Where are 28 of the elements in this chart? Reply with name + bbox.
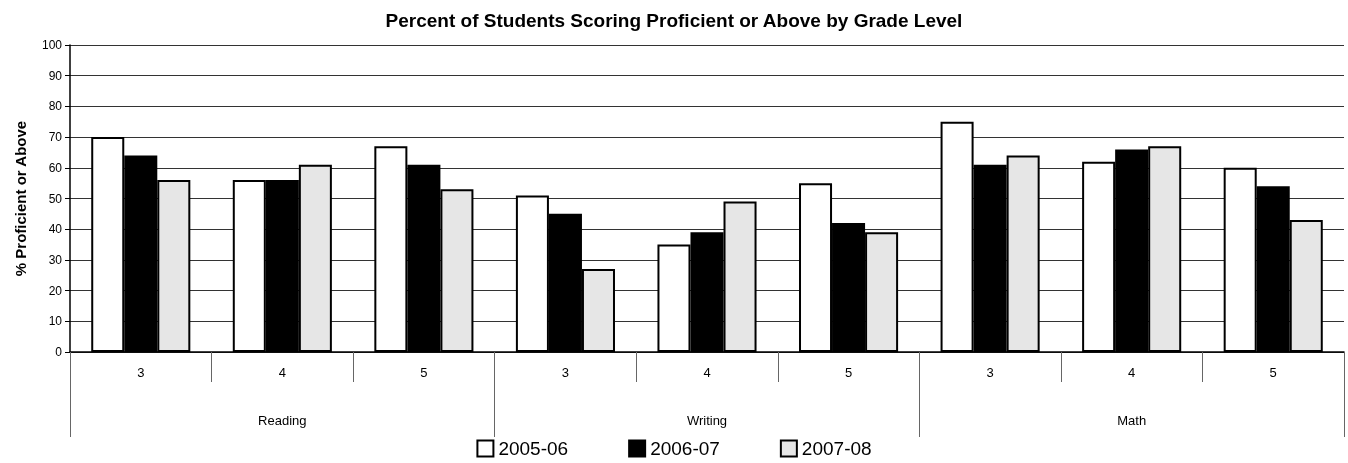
- text: Math: [1117, 413, 1147, 428]
- y-axis-title: % Proficient or Above: [12, 120, 29, 277]
- y-tick-label: 10: [48, 314, 63, 329]
- legend-label: 2007-08: [801, 438, 872, 459]
- x-tick-label: 5: [420, 365, 428, 380]
- y-tick-label: 50: [48, 191, 63, 206]
- x-tick-label: 3: [986, 365, 994, 380]
- y-tick-label: 0: [55, 345, 63, 359]
- y-tick-label: 70: [48, 130, 63, 145]
- legend-label: 2005-06: [498, 438, 569, 459]
- y-tick-label: 90: [48, 68, 63, 83]
- y-tick-label: 60: [48, 160, 63, 175]
- x-tick-label: 3: [137, 365, 145, 380]
- legend-label: 2006-07: [650, 438, 720, 459]
- y-tick-label: 30: [48, 252, 63, 267]
- text: Reading: [258, 413, 307, 428]
- x-tick-label: 4: [703, 365, 711, 380]
- x-tick-label: 5: [844, 365, 853, 380]
- chart-title: Percent of Students Scoring Proficient or Above by Grade Level: [385, 10, 963, 31]
- x-tick-label: 4: [278, 365, 286, 380]
- x-tick-label: 4: [1128, 365, 1136, 380]
- y-tick-label: 80: [48, 99, 63, 114]
- y-tick-label: 20: [48, 283, 63, 298]
- text: Writing: [686, 413, 728, 428]
- y-tick-label: 40: [48, 222, 63, 237]
- x-tick-label: 5: [1269, 365, 1277, 380]
- x-tick-label: 3: [561, 365, 570, 380]
- y-tick-label: 100: [41, 38, 63, 52]
